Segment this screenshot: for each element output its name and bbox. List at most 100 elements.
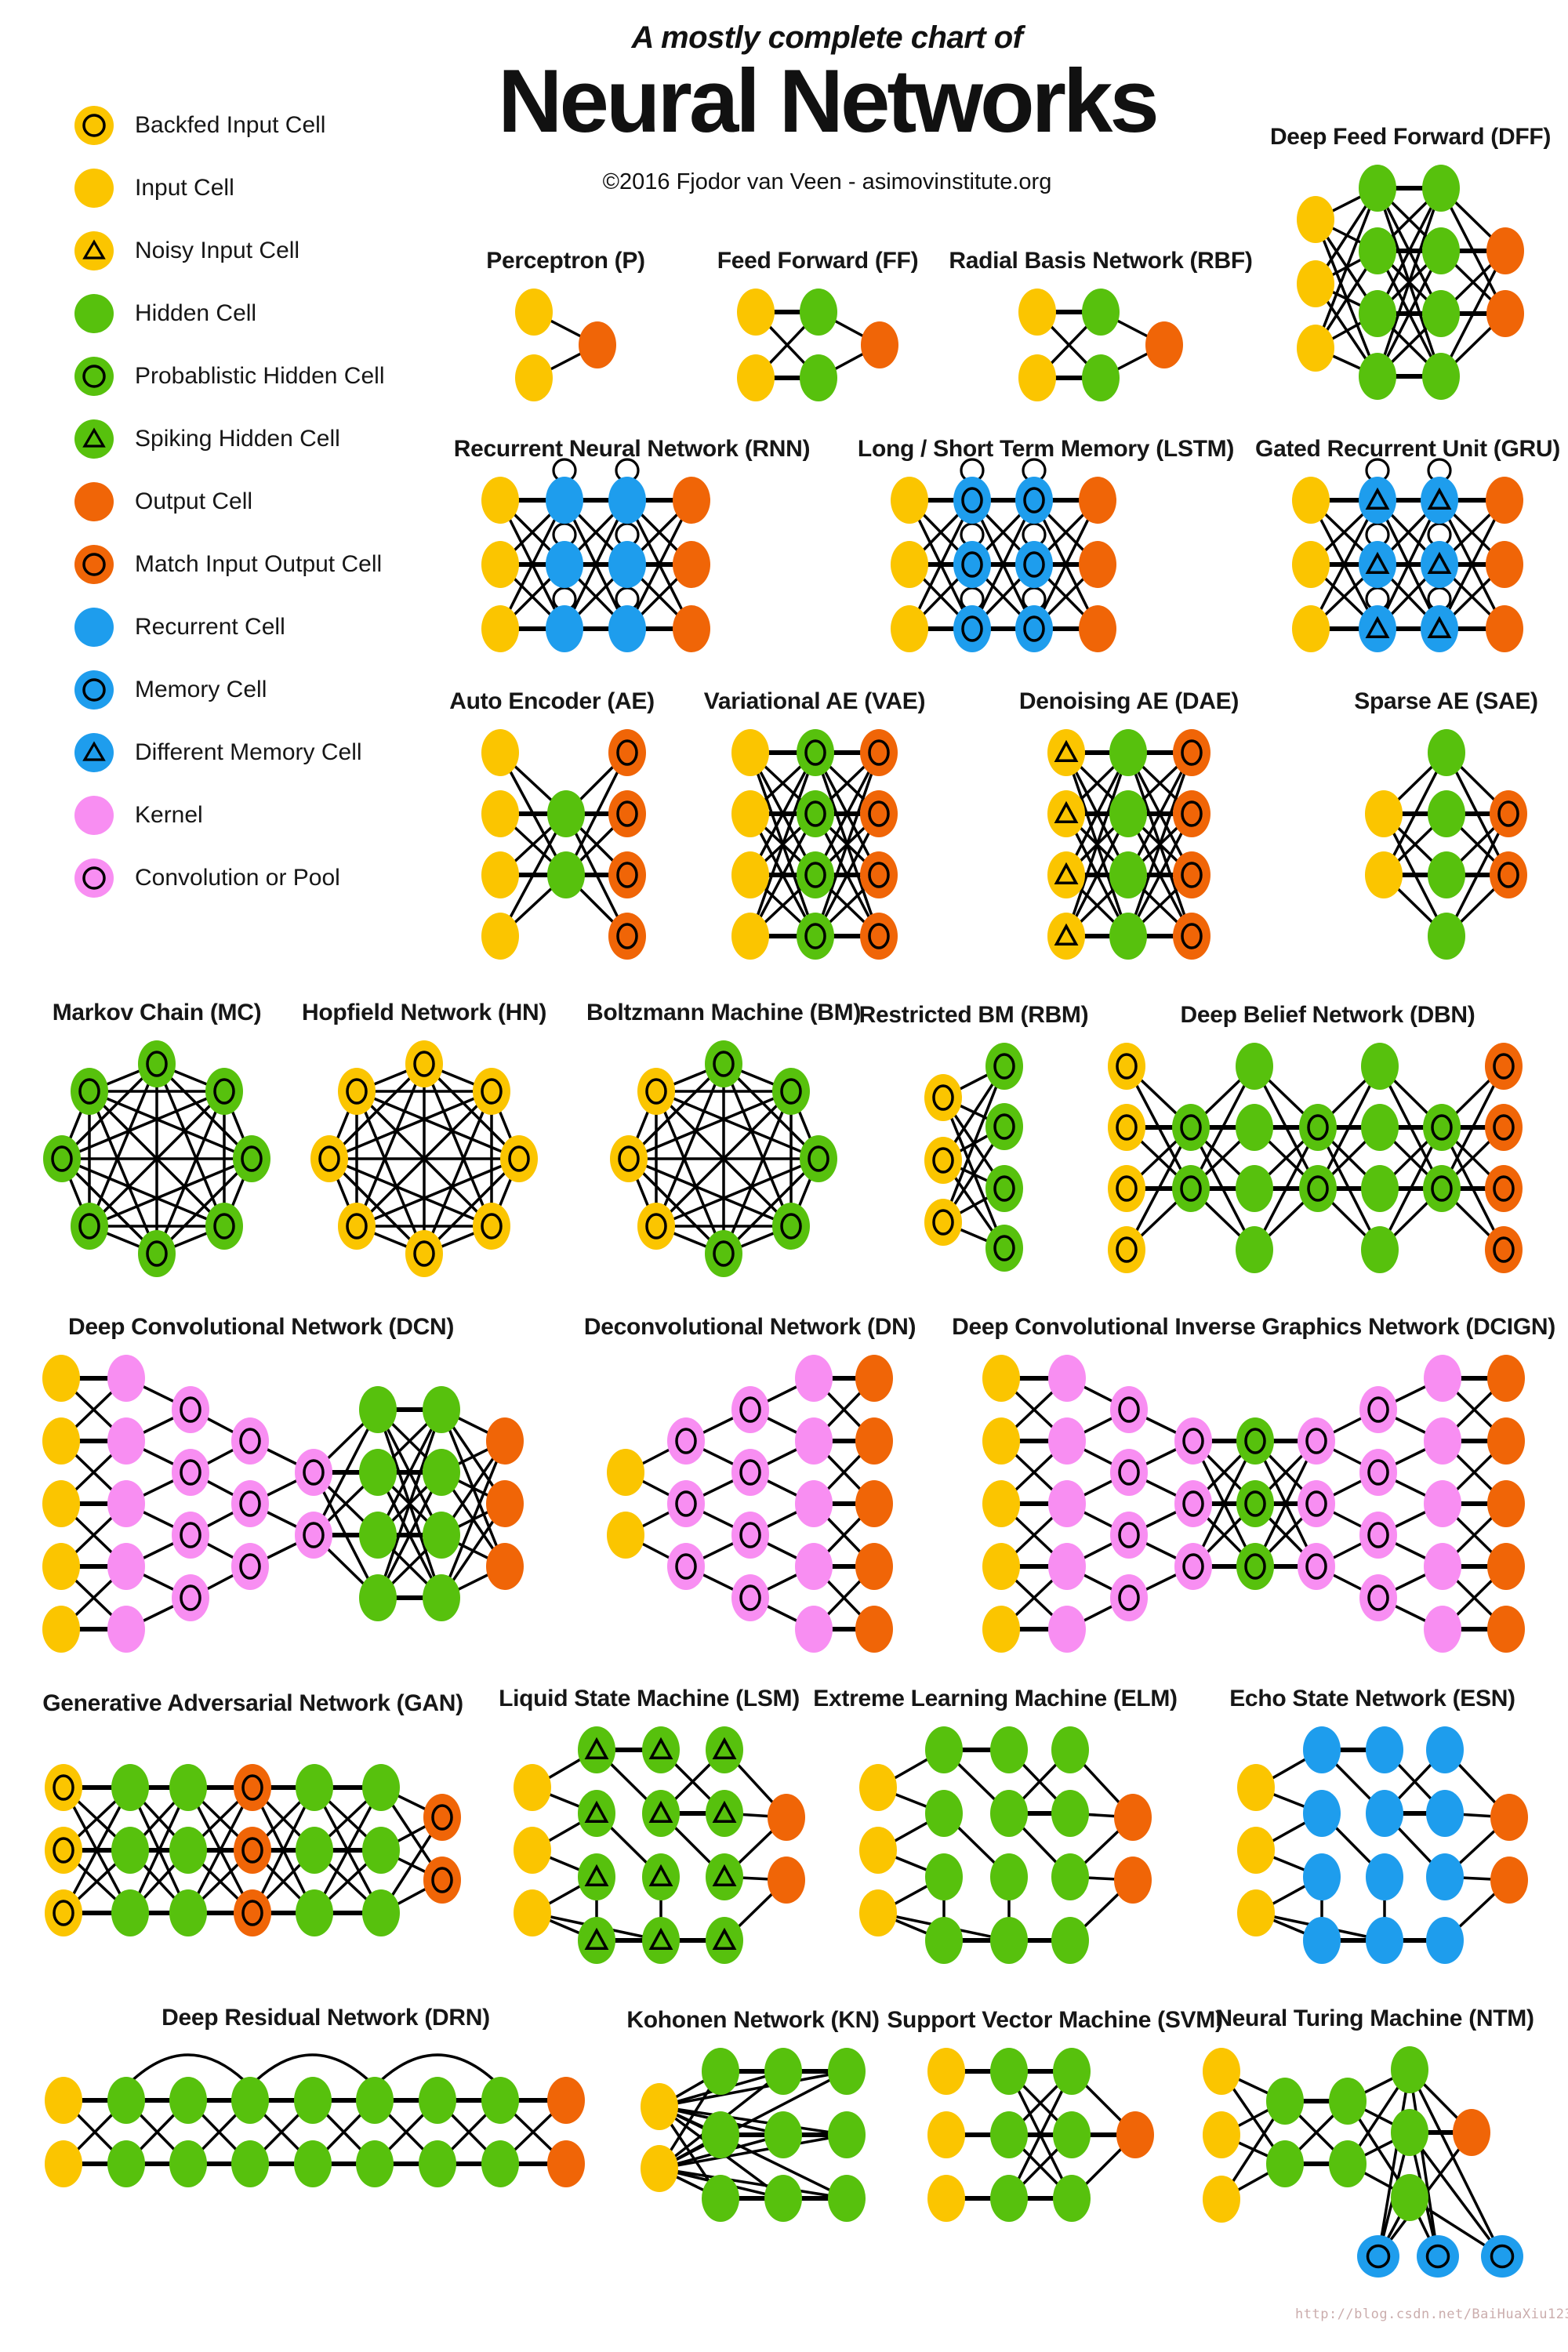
cell-h (1051, 1726, 1089, 1773)
cell-h (1428, 851, 1465, 898)
legend-ph-cell-icon (74, 357, 114, 396)
cell-in (927, 2111, 965, 2158)
legend-item-cp: Convolution or Pool (74, 858, 385, 898)
cell-rc (1366, 1853, 1403, 1900)
cell-rc (1426, 1853, 1464, 1900)
cell-h (423, 1386, 460, 1433)
cell-h (107, 2140, 145, 2187)
cell-k (107, 1355, 145, 1402)
cell-ph (1423, 1104, 1461, 1151)
cell-h (362, 1827, 400, 1874)
legend-item-ph: Probablistic Hidden Cell (74, 356, 385, 397)
cell-cp (172, 1386, 209, 1433)
network-title-dae: Denoising AE (DAE) (1019, 688, 1239, 714)
cell-in (737, 354, 775, 401)
legend-k-cell-icon (74, 796, 114, 835)
network-title-mc: Markov Chain (MC) (53, 1000, 262, 1025)
cell-h (1359, 227, 1396, 274)
cell-bi (473, 1068, 510, 1115)
cell-in (1365, 851, 1403, 898)
network-title-p: Perceptron (P) (486, 248, 645, 274)
network-title-drn: Deep Residual Network (DRN) (162, 2005, 490, 2031)
cell-in (42, 1606, 80, 1653)
legend-item-dm: Different Memory Cell (74, 732, 385, 773)
cell-bi (338, 1068, 376, 1115)
network-title-esn: Echo State Network (ESN) (1229, 1686, 1515, 1711)
cell-o (547, 2140, 585, 2187)
cell-cp (1359, 1386, 1397, 1433)
cell-h (231, 2140, 269, 2187)
cell-in (514, 1827, 551, 1874)
cell-o (486, 1417, 524, 1465)
cell-cp (1359, 1449, 1397, 1496)
cell-mo (860, 729, 898, 776)
cell-in (515, 289, 553, 336)
cell-h (231, 2077, 269, 2124)
cell-h (1266, 2140, 1304, 2187)
cell-h (359, 1386, 397, 1433)
cell-cp (295, 1449, 332, 1496)
network-edges (1309, 458, 1506, 631)
cell-o (855, 1417, 893, 1465)
cell-k (107, 1543, 145, 1590)
cell-o (1487, 1480, 1525, 1527)
cell-h (1236, 1104, 1273, 1151)
cell-cp (667, 1543, 705, 1590)
network-dn: Deconvolutional Network (DN) (584, 1314, 916, 1653)
cell-in (1292, 477, 1330, 524)
cell-dm (1421, 477, 1458, 524)
cell-o (673, 541, 710, 588)
legend-item-ni: Noisy Input Cell (74, 230, 385, 271)
cell-in (42, 1480, 80, 1527)
cell-h (1359, 290, 1396, 337)
network-edges (1065, 750, 1193, 938)
cell-h (828, 2048, 866, 2095)
legend-ni-cell-icon (74, 231, 114, 270)
cell-cp (1359, 1512, 1397, 1559)
cell-in (1203, 2176, 1240, 2223)
cell-mo (608, 913, 646, 960)
cell-h (702, 2048, 739, 2095)
cell-in (515, 354, 553, 401)
cell-ph (985, 1225, 1023, 1272)
cell-cp (1298, 1543, 1335, 1590)
cell-sh (578, 1726, 615, 1773)
cell-bi (637, 1068, 675, 1115)
cell-h (1053, 2111, 1091, 2158)
cell-cp (172, 1512, 209, 1559)
poster-subtitle: A mostly complete chart of (631, 20, 1023, 55)
network-edges (499, 458, 693, 631)
cell-bi (338, 1203, 376, 1250)
cell-ph (138, 1230, 176, 1277)
cell-ph (1299, 1165, 1337, 1212)
cell-h (1391, 2046, 1428, 2093)
cell-rc (1366, 1790, 1403, 1837)
cell-rc (1366, 1917, 1403, 1964)
legend-mc-cell-icon (74, 670, 114, 710)
cell-in (859, 1889, 897, 1936)
cell-o (1145, 321, 1183, 368)
poster-copyright: ©2016 Fjodor van Veen - asimovinstitute.… (602, 169, 1052, 194)
cell-h (1082, 354, 1120, 401)
cell-h (764, 2111, 802, 2158)
poster-title: Neural Networks (498, 52, 1160, 151)
cell-ph (1172, 1104, 1210, 1151)
network-title-ntm: Neural Turing Machine (NTM) (1215, 2005, 1534, 2031)
network-dff: Deep Feed Forward (DFF) (1270, 124, 1551, 400)
cell-ph (138, 1040, 176, 1087)
cell-h (1109, 729, 1147, 776)
cell-sh (706, 1853, 743, 1900)
cell-in (982, 1417, 1020, 1465)
cell-mo (1173, 729, 1210, 776)
cell-in (42, 1543, 80, 1590)
legend-item-k: Kernel (74, 795, 385, 836)
network-title-vae: Variational AE (VAE) (704, 688, 925, 714)
cell-mc (1015, 477, 1053, 524)
cell-h (1359, 353, 1396, 400)
legend-label: Noisy Input Cell (135, 238, 300, 263)
cell-h (296, 1764, 333, 1811)
watermark: http://blog.csdn.net/BaiHuaXiu123 (1295, 2307, 1568, 2322)
legend-label: Hidden Cell (135, 300, 257, 326)
cell-h (1361, 1104, 1399, 1151)
cell-ph (772, 1203, 810, 1250)
